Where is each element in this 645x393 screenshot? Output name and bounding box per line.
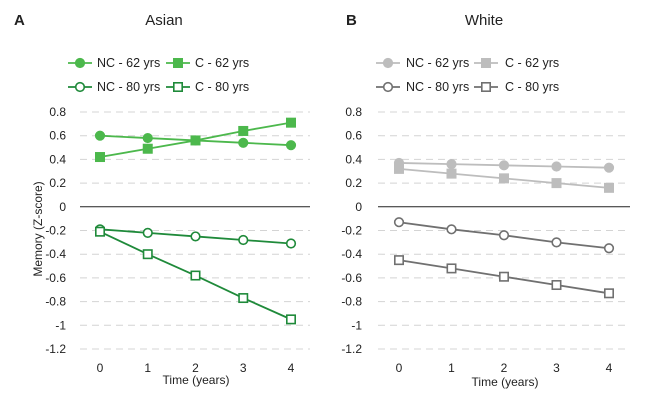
y-tick-label: -1 (351, 318, 362, 332)
x-tick-label: 4 (288, 361, 295, 375)
panel-b-xlabel: Time (years) (472, 375, 539, 389)
y-tick-label: -0.8 (341, 295, 362, 309)
legend-marker (173, 82, 184, 93)
x-tick-label: 1 (144, 361, 151, 375)
panel-a-plot: 0.8 0.6 0.4 0.2 0 -0.2 -0.4 -0.6 -0.8 -1 -1.2 0 1 2 3 4… (45, 56, 310, 375)
legend-label: NC - 80 yrs (97, 80, 160, 94)
x-tick-label: 0 (396, 361, 403, 375)
data-point (190, 231, 201, 242)
data-point (393, 255, 404, 266)
legend-label: C - 80 yrs (505, 80, 559, 94)
y-tick-label: 0.4 (345, 152, 362, 166)
x-tick-label: 2 (192, 361, 199, 375)
data-point (285, 238, 297, 249)
data-point (603, 243, 615, 254)
data-point (551, 280, 562, 291)
x-tick-label: 3 (240, 361, 247, 375)
data-point (603, 182, 614, 193)
data-point (498, 271, 509, 282)
data-point (285, 117, 296, 128)
data-point (95, 152, 106, 163)
data-point (603, 288, 614, 299)
panel-b-letter: B (346, 12, 357, 29)
data-point (551, 161, 562, 172)
legend-label: NC - 62 yrs (97, 56, 160, 70)
x-tick-label: 3 (553, 361, 560, 375)
data-point (94, 130, 106, 141)
data-point (551, 237, 562, 248)
y-tick-label: -0.6 (341, 271, 362, 285)
data-point (603, 162, 615, 173)
data-point (95, 226, 106, 237)
y-tick-label: 0.8 (49, 105, 66, 119)
y-tick-label: 0.2 (345, 176, 362, 190)
legend-label: C - 80 yrs (195, 80, 249, 94)
panel-a-title: Asian (145, 12, 183, 29)
y-tick-label: -0.2 (45, 224, 66, 238)
y-tick-label: 0.6 (49, 129, 66, 143)
legend-marker (382, 57, 394, 69)
panel-b-plot: 0.8 0.6 0.4 0.2 0 -0.2 -0.4 -0.6 -0.8 -1 -1.2 0 1 2 3 4… (341, 56, 630, 375)
data-point (498, 230, 510, 241)
y-tick-label: -0.4 (45, 247, 66, 261)
data-point (142, 249, 153, 260)
data-point (142, 227, 153, 238)
data-point (285, 314, 296, 325)
legend-marker (382, 81, 394, 93)
y-tick-label: 0.6 (345, 129, 362, 143)
legend-label: C - 62 yrs (195, 56, 249, 70)
panel-a-ylabel: Memory (Z-score) (31, 181, 45, 276)
legend-marker (173, 57, 184, 68)
panel-b-title: White (465, 12, 503, 29)
y-tick-label: -1.2 (341, 342, 362, 356)
data-point (393, 217, 405, 228)
y-tick-label: -1 (55, 318, 66, 332)
data-point (190, 135, 201, 146)
y-tick-label: -0.2 (341, 224, 362, 238)
y-tick-label: 0.4 (49, 152, 66, 166)
legend-label: NC - 62 yrs (406, 56, 469, 70)
data-point (551, 178, 562, 189)
data-point (498, 173, 509, 184)
x-tick-label: 4 (606, 361, 613, 375)
data-point (393, 163, 404, 174)
data-point (142, 132, 153, 144)
legend-marker (480, 57, 491, 68)
legend-marker (74, 57, 86, 69)
data-point (285, 140, 297, 151)
y-tick-label: 0.8 (345, 105, 362, 119)
x-tick-label: 0 (97, 361, 104, 375)
data-point (446, 168, 457, 179)
y-tick-label: -0.6 (45, 271, 66, 285)
data-point (142, 143, 153, 154)
data-point (238, 234, 249, 246)
y-tick-label: 0.2 (49, 176, 66, 190)
legend-label: C - 62 yrs (505, 56, 559, 70)
data-point (446, 224, 457, 235)
data-point (238, 137, 249, 148)
data-point (190, 270, 201, 281)
panel-a-xlabel: Time (years) (163, 373, 230, 387)
y-tick-label: -0.8 (45, 295, 66, 309)
y-tick-label: 0 (355, 200, 362, 214)
legend-marker (74, 81, 86, 93)
y-tick-label: 0 (59, 200, 66, 214)
legend-label: NC - 80 yrs (406, 80, 469, 94)
panel-a-letter: A (14, 12, 25, 29)
x-tick-label: 2 (501, 361, 508, 375)
data-point (238, 125, 249, 136)
legend-marker (480, 82, 491, 93)
y-tick-label: -1.2 (45, 342, 66, 356)
data-point (498, 160, 510, 171)
data-point (238, 293, 249, 304)
y-tick-label: -0.4 (341, 247, 362, 261)
data-point (446, 159, 457, 170)
data-point (446, 263, 457, 274)
x-tick-label: 1 (448, 361, 455, 375)
